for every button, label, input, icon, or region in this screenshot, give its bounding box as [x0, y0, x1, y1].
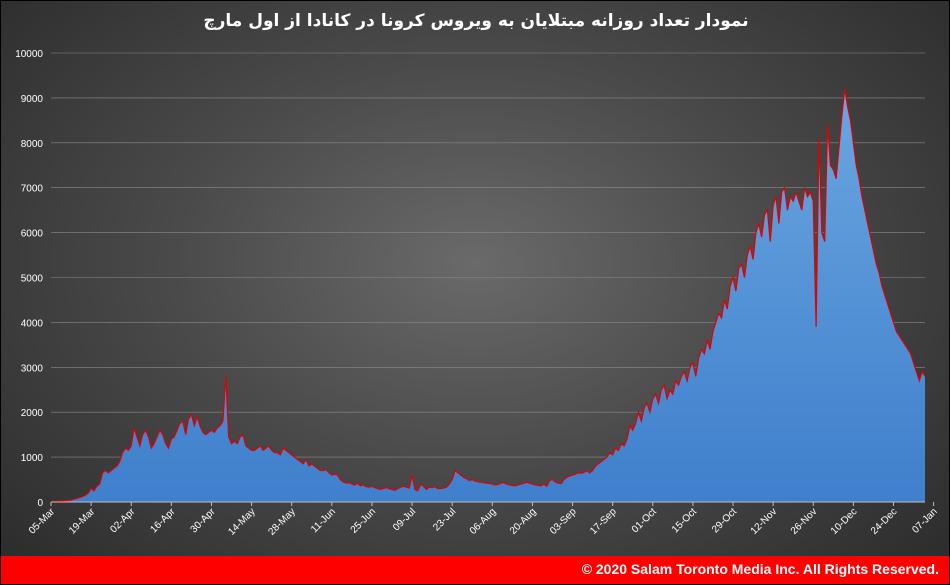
x-tick-label: 16-Apr [148, 506, 177, 535]
copyright-text: © 2020 Salam Toronto Media Inc. All Righ… [581, 561, 939, 577]
y-tick-label: 6000 [21, 229, 44, 240]
x-tick-label: 19-Mar [67, 506, 98, 537]
x-tick-label: 02-Apr [108, 506, 137, 535]
y-tick-label: 5000 [21, 274, 44, 285]
y-tick-label: 7000 [21, 184, 44, 195]
x-tick-label: 06-Aug [468, 506, 499, 537]
y-tick-label: 10000 [15, 49, 43, 60]
x-tick-label: 05-Mar [27, 506, 58, 537]
chart-title: نمودار تعداد روزانه مبتلایان به ویروس کر… [203, 11, 749, 31]
x-tick-label: 20-Aug [508, 506, 539, 537]
y-tick-label: 0 [37, 498, 43, 509]
x-tick-label: 12-Nov [749, 506, 780, 537]
x-tick-label: 11-Jun [309, 506, 338, 535]
y-tick-label: 3000 [21, 363, 44, 374]
x-tick-label: 24-Dec [869, 506, 900, 537]
x-axis: 05-Mar 19-Mar 02-Apr 16-Apr 30-Apr 14-May 28-M… [27, 502, 940, 538]
copyright-bar: © 2020 Salam Toronto Media Inc. All Righ… [1, 556, 949, 584]
x-tick-label: 15-Oct [670, 506, 699, 535]
x-tick-label: 14-May [226, 506, 257, 537]
x-tick-label: 17-Sep [588, 506, 619, 537]
y-axis: 0 1000 2000 3000 4000 5000 6000 7000 8000 9000 100… [15, 49, 43, 509]
y-tick-label: 1000 [21, 453, 44, 464]
x-tick-label: 23-Jul [431, 506, 458, 533]
x-tick-label: 09-Jul [391, 506, 418, 533]
y-tick-label: 8000 [21, 139, 44, 150]
x-tick-label: 28-May [266, 506, 297, 537]
x-tick-label: 03-Sep [548, 506, 579, 537]
daily-cases-line [50, 88, 926, 503]
x-tick-label: 01-Oct [630, 506, 659, 535]
x-tick-label: 25-Jun [349, 506, 378, 535]
x-tick-label: 07-Jan [910, 506, 939, 535]
chart-plot: 0 1000 2000 3000 4000 5000 6000 7000 8000 9000 100… [15, 49, 940, 538]
x-tick-label: 29-Oct [710, 506, 739, 535]
x-tick-label: 10-Dec [829, 506, 860, 537]
daily-cases-area [51, 88, 925, 503]
x-tick-label: 30-Apr [189, 506, 218, 535]
y-tick-label: 9000 [21, 94, 44, 105]
x-tick-label: 26-Nov [789, 506, 820, 537]
y-tick-label: 2000 [21, 408, 44, 419]
y-tick-label: 4000 [21, 318, 44, 329]
